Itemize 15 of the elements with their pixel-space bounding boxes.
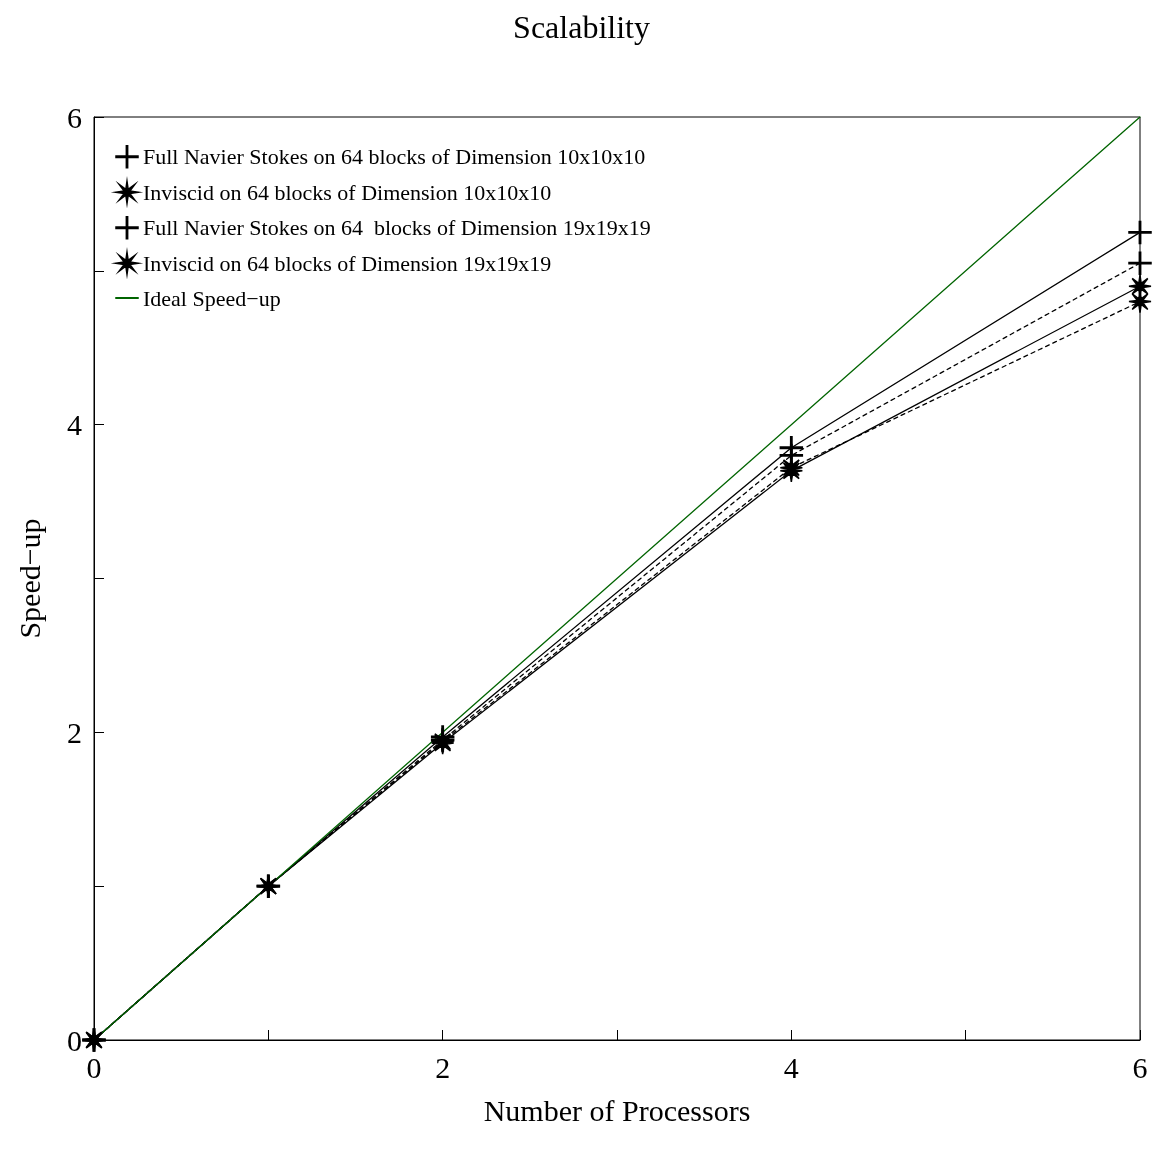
y-tick-label: 0 (67, 1023, 82, 1057)
y-tick-label: 6 (67, 100, 82, 134)
x-tick-label: 6 (1132, 1050, 1148, 1084)
y-axis-title: Speed−up (12, 518, 46, 639)
x-tick-label: 4 (783, 1050, 799, 1084)
y-tick-label: 4 (67, 408, 82, 442)
legend-label: Inviscid on 64 blocks of Dimension 19x19x19 (143, 250, 552, 276)
legend-label: Full Navier Stokes on 64 blocks of Dimension 19x19x19 (143, 215, 651, 241)
chart-title: Scalability (513, 9, 650, 45)
x-axis-title: Number of Processors (483, 1093, 751, 1127)
legend-label: Full Navier Stokes on 64 blocks of Dimension 10x10x10 (143, 144, 646, 170)
legend-label: Inviscid on 64 blocks of Dimension 10x10x10 (143, 179, 552, 205)
y-tick-label: 2 (67, 715, 82, 749)
legend-label: Ideal Speed−up (143, 285, 281, 311)
x-tick-label: 2 (435, 1050, 451, 1084)
